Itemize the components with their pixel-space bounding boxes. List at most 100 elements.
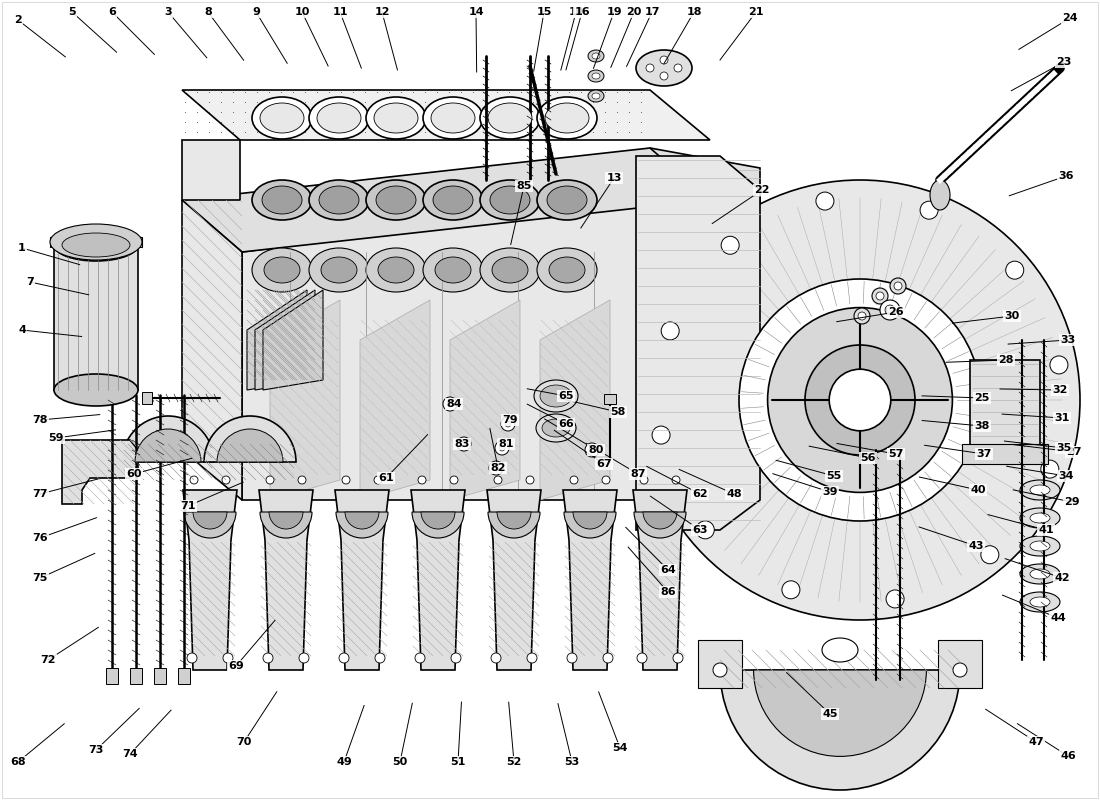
Wedge shape xyxy=(336,512,388,538)
Text: 10: 10 xyxy=(295,7,310,17)
Wedge shape xyxy=(488,512,540,538)
Circle shape xyxy=(854,308,870,324)
Circle shape xyxy=(739,279,981,521)
Circle shape xyxy=(490,461,503,475)
Circle shape xyxy=(491,653,501,663)
Polygon shape xyxy=(62,440,138,504)
Circle shape xyxy=(339,653,349,663)
Ellipse shape xyxy=(1020,508,1060,528)
Bar xyxy=(54,245,138,390)
Text: 29: 29 xyxy=(1064,497,1080,507)
Text: 21: 21 xyxy=(748,7,763,17)
Text: 20: 20 xyxy=(626,7,641,17)
Circle shape xyxy=(527,653,537,663)
Circle shape xyxy=(223,653,233,663)
Text: 86: 86 xyxy=(660,587,675,597)
Text: 13: 13 xyxy=(606,173,621,183)
Ellipse shape xyxy=(252,248,312,292)
Ellipse shape xyxy=(1030,541,1050,551)
Circle shape xyxy=(782,581,800,599)
Text: 62: 62 xyxy=(692,489,707,499)
Ellipse shape xyxy=(592,73,600,79)
Text: 79: 79 xyxy=(503,415,518,425)
Ellipse shape xyxy=(544,103,588,133)
Ellipse shape xyxy=(1020,592,1060,612)
Ellipse shape xyxy=(588,70,604,82)
Ellipse shape xyxy=(366,248,426,292)
Polygon shape xyxy=(258,490,314,670)
Text: 30: 30 xyxy=(1004,311,1020,321)
Polygon shape xyxy=(650,148,760,500)
Circle shape xyxy=(696,521,714,539)
Text: 47: 47 xyxy=(1028,737,1044,747)
Ellipse shape xyxy=(549,257,585,283)
Text: 84: 84 xyxy=(447,399,462,409)
Text: 25: 25 xyxy=(975,393,990,403)
Ellipse shape xyxy=(540,385,572,407)
Ellipse shape xyxy=(542,419,570,437)
Text: 56: 56 xyxy=(860,453,876,463)
Bar xyxy=(130,668,142,684)
Ellipse shape xyxy=(317,103,361,133)
Text: 4: 4 xyxy=(18,325,26,335)
Circle shape xyxy=(418,476,426,484)
Circle shape xyxy=(768,308,953,492)
Circle shape xyxy=(566,653,578,663)
Circle shape xyxy=(570,476,578,484)
Ellipse shape xyxy=(54,374,138,406)
Text: 72: 72 xyxy=(41,655,56,665)
Text: 27: 27 xyxy=(1066,447,1081,457)
Polygon shape xyxy=(183,490,236,670)
Ellipse shape xyxy=(309,97,368,139)
Text: 85: 85 xyxy=(516,181,531,191)
Circle shape xyxy=(920,201,938,219)
Circle shape xyxy=(887,590,904,608)
Text: 18: 18 xyxy=(686,7,702,17)
Ellipse shape xyxy=(309,180,368,220)
Circle shape xyxy=(375,653,385,663)
Ellipse shape xyxy=(1030,485,1050,495)
Wedge shape xyxy=(122,416,214,462)
Text: 81: 81 xyxy=(498,439,514,449)
Circle shape xyxy=(374,476,382,484)
Polygon shape xyxy=(360,300,430,500)
Text: 61: 61 xyxy=(378,473,394,483)
Ellipse shape xyxy=(424,248,483,292)
Ellipse shape xyxy=(588,50,604,62)
Text: 65: 65 xyxy=(558,391,574,401)
Polygon shape xyxy=(540,300,611,500)
Text: 15: 15 xyxy=(537,7,552,17)
Circle shape xyxy=(661,322,679,340)
Ellipse shape xyxy=(434,257,471,283)
Text: 10: 10 xyxy=(569,7,584,17)
Circle shape xyxy=(415,653,425,663)
Polygon shape xyxy=(450,300,520,500)
Circle shape xyxy=(646,64,654,72)
Wedge shape xyxy=(345,512,379,529)
Circle shape xyxy=(263,653,273,663)
Circle shape xyxy=(674,64,682,72)
Text: 87: 87 xyxy=(630,469,646,479)
Circle shape xyxy=(660,56,668,64)
Ellipse shape xyxy=(424,180,483,220)
Text: 55: 55 xyxy=(826,471,842,481)
Text: 17: 17 xyxy=(645,7,660,17)
Text: 46: 46 xyxy=(1060,751,1076,761)
Text: 54: 54 xyxy=(613,743,628,753)
Text: 64: 64 xyxy=(660,565,675,575)
Ellipse shape xyxy=(433,186,473,214)
Text: 71: 71 xyxy=(180,501,196,511)
Ellipse shape xyxy=(424,97,483,139)
Ellipse shape xyxy=(490,186,530,214)
Polygon shape xyxy=(563,490,617,670)
Circle shape xyxy=(495,441,509,455)
Text: 45: 45 xyxy=(823,709,838,719)
Ellipse shape xyxy=(1020,480,1060,500)
Circle shape xyxy=(190,476,198,484)
Ellipse shape xyxy=(636,50,692,86)
Ellipse shape xyxy=(252,180,312,220)
Ellipse shape xyxy=(321,257,358,283)
Circle shape xyxy=(640,180,1080,620)
Circle shape xyxy=(499,445,505,451)
Ellipse shape xyxy=(54,229,138,261)
